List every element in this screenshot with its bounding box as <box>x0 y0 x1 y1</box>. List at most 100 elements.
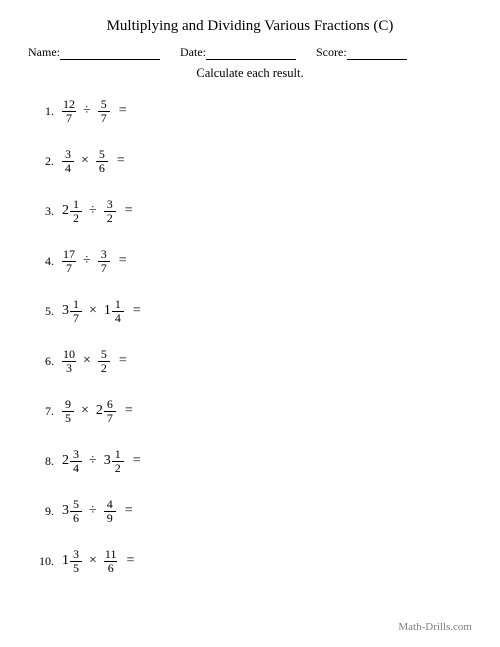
problem-number: 6. <box>32 354 62 369</box>
date-label: Date: <box>180 45 206 60</box>
problem-number: 8. <box>32 454 62 469</box>
problem-number: 9. <box>32 504 62 519</box>
whole-number: 2 <box>62 203 69 219</box>
times-operator: × <box>79 403 91 419</box>
problem-row: 1.127÷57= <box>32 95 472 127</box>
expression: 135×116= <box>62 548 134 574</box>
fraction: 127 <box>62 98 76 124</box>
denominator: 3 <box>65 362 73 375</box>
fraction: 56 <box>96 148 108 174</box>
fraction: 12 <box>70 198 82 224</box>
equals-sign: = <box>121 503 133 519</box>
expression: 127÷57= <box>62 98 127 124</box>
whole-number: 3 <box>62 503 69 519</box>
numerator: 1 <box>72 198 80 211</box>
fraction: 52 <box>98 348 110 374</box>
problem-number: 10. <box>32 554 62 569</box>
whole-number: 1 <box>104 303 111 319</box>
whole-number: 1 <box>62 553 69 569</box>
expression: 95 × 267 = <box>62 398 133 424</box>
numerator: 3 <box>64 148 72 161</box>
problem-list: 1.127÷57=2.34×56=3.212÷32=4.177÷37=5.317… <box>28 95 472 577</box>
fraction: 35 <box>70 548 82 574</box>
numerator: 1 <box>114 448 122 461</box>
problem-row: 3.212÷32= <box>32 195 472 227</box>
divide-operator: ÷ <box>87 453 99 469</box>
numerator: 17 <box>62 248 76 261</box>
equals-sign: = <box>121 203 133 219</box>
problem-row: 9.356÷49= <box>32 495 472 527</box>
divide-operator: ÷ <box>87 203 99 219</box>
denominator: 7 <box>100 112 108 125</box>
fraction: 56 <box>70 498 82 524</box>
numerator: 1 <box>72 298 80 311</box>
denominator: 2 <box>106 212 114 225</box>
numerator: 5 <box>100 98 108 111</box>
mixed-number: 135 <box>62 548 82 574</box>
numerator: 5 <box>98 148 106 161</box>
fraction: 34 <box>70 448 82 474</box>
date-field: Date: <box>180 45 296 60</box>
fraction: 14 <box>112 298 124 324</box>
numerator: 5 <box>100 348 108 361</box>
equals-sign: = <box>129 303 141 319</box>
numerator: 3 <box>100 248 108 261</box>
mixed-number: 317 <box>62 298 82 324</box>
problem-row: 2.34×56= <box>32 145 472 177</box>
problem-row: 4.177÷37= <box>32 245 472 277</box>
expression: 177÷37= <box>62 248 127 274</box>
date-line[interactable] <box>206 47 296 60</box>
equals-sign: = <box>129 453 141 469</box>
fraction: 34 <box>62 148 74 174</box>
equals-sign: = <box>121 403 133 419</box>
numerator: 10 <box>62 348 76 361</box>
fraction: 49 <box>104 498 116 524</box>
fraction: 103 <box>62 348 76 374</box>
mixed-number: 234 <box>62 448 82 474</box>
times-operator: × <box>87 303 99 319</box>
fraction: 12 <box>112 448 124 474</box>
name-line[interactable] <box>60 47 160 60</box>
fraction: 57 <box>98 98 110 124</box>
problem-number: 3. <box>32 204 62 219</box>
denominator: 2 <box>114 462 122 475</box>
problem-row: 10.135×116= <box>32 545 472 577</box>
divide-operator: ÷ <box>81 103 93 119</box>
expression: 212÷32= <box>62 198 133 224</box>
fraction: 116 <box>104 548 118 574</box>
problem-row: 7.95 × 267 = <box>32 395 472 427</box>
denominator: 4 <box>64 162 72 175</box>
fraction: 177 <box>62 248 76 274</box>
equals-sign: = <box>113 153 125 169</box>
info-row: Name: Date: Score: <box>28 45 472 60</box>
denominator: 4 <box>72 462 80 475</box>
expression: 356÷49= <box>62 498 133 524</box>
numerator: 3 <box>72 548 80 561</box>
worksheet-page: Multiplying and Dividing Various Fractio… <box>0 0 500 577</box>
problem-number: 5. <box>32 304 62 319</box>
numerator: 4 <box>106 498 114 511</box>
score-label: Score: <box>316 45 347 60</box>
expression: 34×56= <box>62 148 125 174</box>
divide-operator: ÷ <box>81 253 93 269</box>
fraction: 32 <box>104 198 116 224</box>
numerator: 9 <box>64 398 72 411</box>
denominator: 7 <box>106 412 114 425</box>
denominator: 6 <box>72 512 80 525</box>
name-field: Name: <box>28 45 160 60</box>
mixed-number: 267 <box>96 398 116 424</box>
fraction: 67 <box>104 398 116 424</box>
denominator: 4 <box>114 312 122 325</box>
denominator: 2 <box>100 362 108 375</box>
whole-number: 3 <box>62 303 69 319</box>
numerator: 1 <box>114 298 122 311</box>
whole-number: 2 <box>96 403 103 419</box>
score-line[interactable] <box>347 47 407 60</box>
mixed-number: 114 <box>104 298 124 324</box>
footer-text: Math-Drills.com <box>398 621 472 633</box>
fraction: 95 <box>62 398 74 424</box>
numerator: 6 <box>106 398 114 411</box>
numerator: 3 <box>72 448 80 461</box>
problem-number: 4. <box>32 254 62 269</box>
problem-number: 7. <box>32 404 62 419</box>
